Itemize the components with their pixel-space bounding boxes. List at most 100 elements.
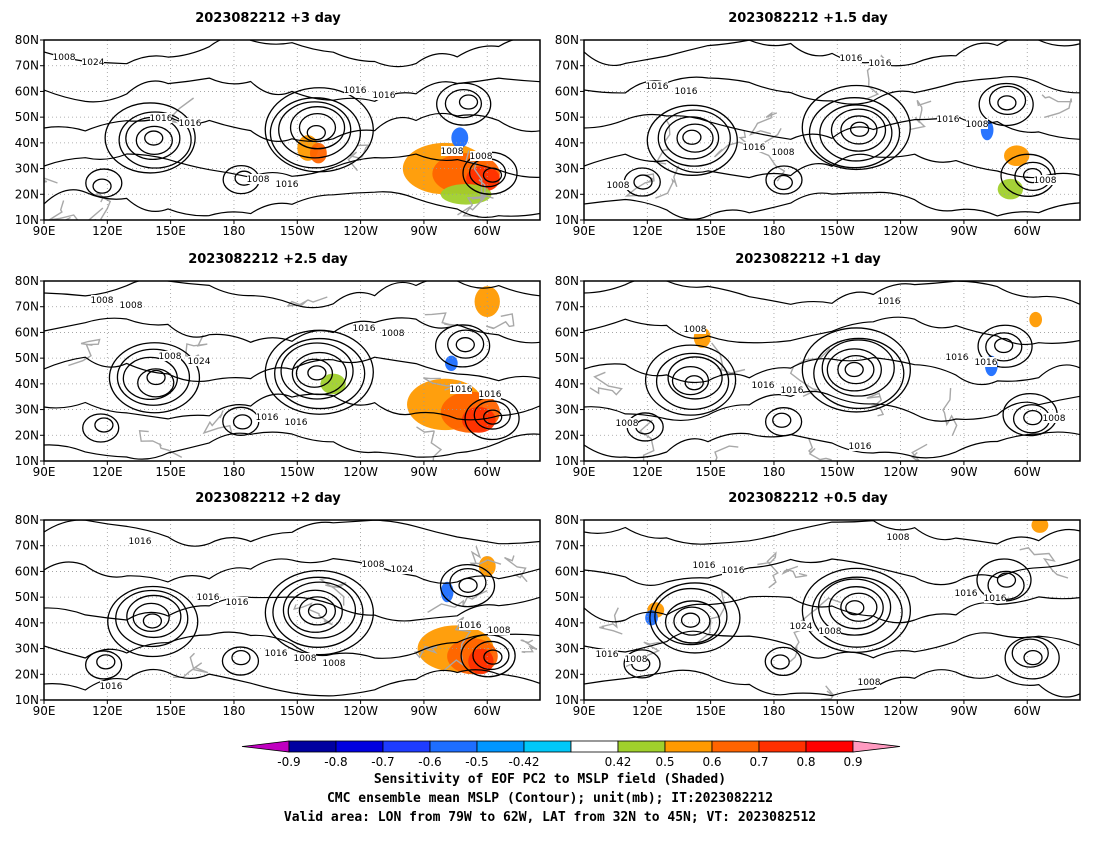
contour-label: 1016 <box>265 649 288 659</box>
contour-label-bg <box>840 53 862 63</box>
panel-frame <box>43 39 541 221</box>
isobar <box>458 94 479 110</box>
isobar <box>298 596 337 626</box>
sensitivity-shade <box>309 142 327 164</box>
coastline <box>866 392 885 417</box>
isobar <box>997 95 1017 111</box>
lat-tick-label: 80N <box>15 513 39 527</box>
colorbar-tick-label: 0.42 <box>605 755 632 769</box>
contour-label: 1008 <box>858 678 881 688</box>
contour-label: 1008 <box>91 296 114 306</box>
sensitivity-shade <box>1031 520 1049 533</box>
lat-tick-label: 10N <box>555 454 579 468</box>
contour-label: 1008 <box>441 147 464 157</box>
contour-label: 1008 <box>323 659 346 669</box>
lat-tick-label: 50N <box>555 351 579 365</box>
isobar <box>764 646 802 677</box>
lon-tick-label: 90W <box>950 465 977 479</box>
contour-label-bg <box>265 648 287 658</box>
contour-label: 1016 <box>100 682 123 692</box>
contour-label-bg <box>975 357 997 367</box>
isobar <box>840 115 878 145</box>
isobar <box>644 344 737 416</box>
isobar <box>676 123 714 153</box>
sensitivity-shade <box>445 355 458 371</box>
isobar <box>584 281 1080 305</box>
coastline <box>655 165 680 199</box>
isobar <box>126 594 182 639</box>
isobar <box>840 592 878 622</box>
isobar <box>221 646 260 676</box>
lat-tick-label: 10N <box>15 213 39 227</box>
contour-label-bg <box>129 536 151 546</box>
lon-tick-label: 180 <box>763 465 786 479</box>
isobar <box>813 337 905 410</box>
lat-tick-label: 60N <box>555 325 579 339</box>
coastline <box>68 338 101 367</box>
contour-label: 1008 <box>53 53 76 63</box>
sensitivity-shade <box>320 373 346 395</box>
panel-frame <box>43 519 541 701</box>
contour-label: 1016 <box>285 418 308 428</box>
isobar <box>684 375 704 391</box>
lat-tick-label: 70N <box>15 300 39 314</box>
isobar <box>826 348 882 392</box>
isobar <box>295 358 334 388</box>
coastline <box>413 645 438 659</box>
contour-label: 1016 <box>459 621 482 631</box>
lon-tick-label: 150E <box>695 465 726 479</box>
isobar <box>44 317 540 344</box>
colorbar-cell <box>335 740 384 753</box>
coastline <box>820 685 835 700</box>
isobar <box>655 352 730 411</box>
caption-line-2: CMC ensemble mean MSLP (Contour); unit(m… <box>326 791 774 806</box>
contour-label-bg <box>596 649 618 659</box>
panel-frame <box>583 39 1081 221</box>
isobar <box>584 316 1080 346</box>
colorbar-tick-label: -0.8 <box>324 755 347 769</box>
contour-label-bg <box>353 323 375 333</box>
isobar <box>307 365 327 381</box>
isobar <box>85 168 123 198</box>
colorbar-tick-label: 0.7 <box>749 755 768 769</box>
isobar <box>44 393 540 421</box>
lon-tick-label: 90W <box>410 465 437 479</box>
lon-tick-label: 90E <box>33 465 56 479</box>
lat-tick-label: 40N <box>15 377 39 391</box>
coastline <box>1019 547 1069 579</box>
isobar <box>44 356 540 383</box>
lon-tick-label: 90E <box>33 224 56 238</box>
contour-label: 1008 <box>488 626 511 636</box>
isobar <box>44 431 540 460</box>
contour-label: 1008 <box>966 120 989 130</box>
coastline <box>911 443 928 461</box>
isobar <box>663 116 720 160</box>
contour-label: 1008 <box>625 655 648 665</box>
coastline <box>94 192 112 220</box>
lat-tick-label: 20N <box>15 428 39 442</box>
contour-label-bg <box>197 592 219 602</box>
contour-label: 1008 <box>607 181 630 191</box>
contour-label: 1016 <box>878 297 901 307</box>
lat-tick-label: 60N <box>555 564 579 578</box>
lat-tick-label: 40N <box>555 616 579 630</box>
colorbar-tick-label: 0.9 <box>843 755 862 769</box>
contour-label-bg <box>858 677 880 687</box>
isobar <box>274 337 366 410</box>
contour-label-bg <box>226 597 248 607</box>
isobar <box>282 581 357 639</box>
lat-tick-label: 30N <box>15 642 39 656</box>
isobar <box>657 109 731 167</box>
lon-tick-label: 120E <box>632 224 663 238</box>
lat-tick-label: 30N <box>555 403 579 417</box>
colorbar-cell <box>523 740 572 753</box>
sensitivity-shade <box>451 127 469 148</box>
panel-title: 2023082212 +3 day <box>195 11 341 26</box>
map-panel: 2023082212 +1.5 day101610161016101610081… <box>555 11 1081 238</box>
contour-label: 1016 <box>743 143 766 153</box>
contour-label: 1008 <box>470 152 493 162</box>
contour-label-bg <box>285 417 307 427</box>
isobar <box>44 189 540 218</box>
colorbar-tick-label: -0.6 <box>418 755 441 769</box>
isobar <box>278 101 352 159</box>
